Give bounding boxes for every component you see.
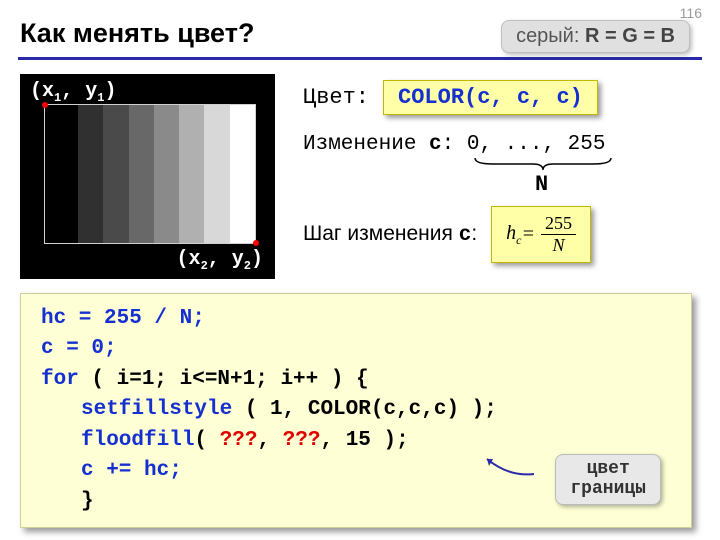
formula-num: 255	[541, 213, 576, 235]
border-label-line1: цвет	[570, 459, 646, 480]
header: Как менять цвет? серый: R = G = B	[0, 0, 720, 57]
formula-fraction: 255 N	[541, 213, 576, 256]
range-values: : 0, ..., 255	[442, 133, 606, 156]
code-line-4: setfillstyle ( 1, COLOR(c,c,c) );	[41, 395, 675, 425]
formula-box: hc = 255 N	[491, 206, 591, 263]
coord-label-bottom-right: (x2, y2)	[177, 248, 263, 273]
color-label: Цвет:	[303, 85, 369, 110]
color-call-box: COLOR(c, c, c)	[383, 80, 598, 115]
code-line-3: for ( i=1; i<=N+1; i++ ) {	[41, 365, 675, 395]
formula-lhs: hc	[506, 222, 521, 248]
step-row: Шаг изменения c: hc = 255 N	[303, 206, 700, 263]
range-prefix: Изменение	[303, 133, 429, 156]
formula-eq: =	[522, 223, 536, 246]
dot-top-left	[42, 102, 48, 108]
step-label: Шаг изменения c:	[303, 222, 477, 247]
range-row: Изменение c: 0, ..., 255	[303, 133, 700, 156]
gray-hint-pill: серый: R = G = B	[501, 20, 690, 53]
gray-hint-prefix: серый:	[516, 25, 585, 47]
page-title: Как менять цвет?	[20, 18, 254, 49]
code-line-1: hc = 255 / N;	[41, 304, 675, 334]
range-var: c	[429, 133, 442, 156]
brace-n-label: N	[535, 172, 548, 197]
arrow-icon	[479, 449, 539, 479]
code-line-5: floodfill( ???, ???, 15 );	[41, 426, 675, 456]
content: (x1, y1) (x2, y2) Цвет: COLOR(c, c, c) И	[0, 60, 720, 528]
gradient-diagram: (x1, y1) (x2, y2)	[20, 74, 275, 279]
right-column: Цвет: COLOR(c, c, c) Изменение c: 0, ...…	[303, 74, 700, 263]
outline-rect	[44, 104, 256, 244]
border-color-label: цвет границы	[555, 454, 661, 505]
formula-den: N	[548, 235, 568, 256]
gray-hint-formula: R = G = B	[585, 25, 675, 47]
border-label-line2: границы	[570, 479, 646, 500]
code-line-2: c = 0;	[41, 334, 675, 364]
brace-wrap: N	[303, 160, 700, 196]
code-block: hc = 255 / N; c = 0; for ( i=1; i<=N+1; …	[20, 293, 692, 528]
color-row: Цвет: COLOR(c, c, c)	[303, 80, 700, 115]
dot-bottom-right	[253, 240, 259, 246]
